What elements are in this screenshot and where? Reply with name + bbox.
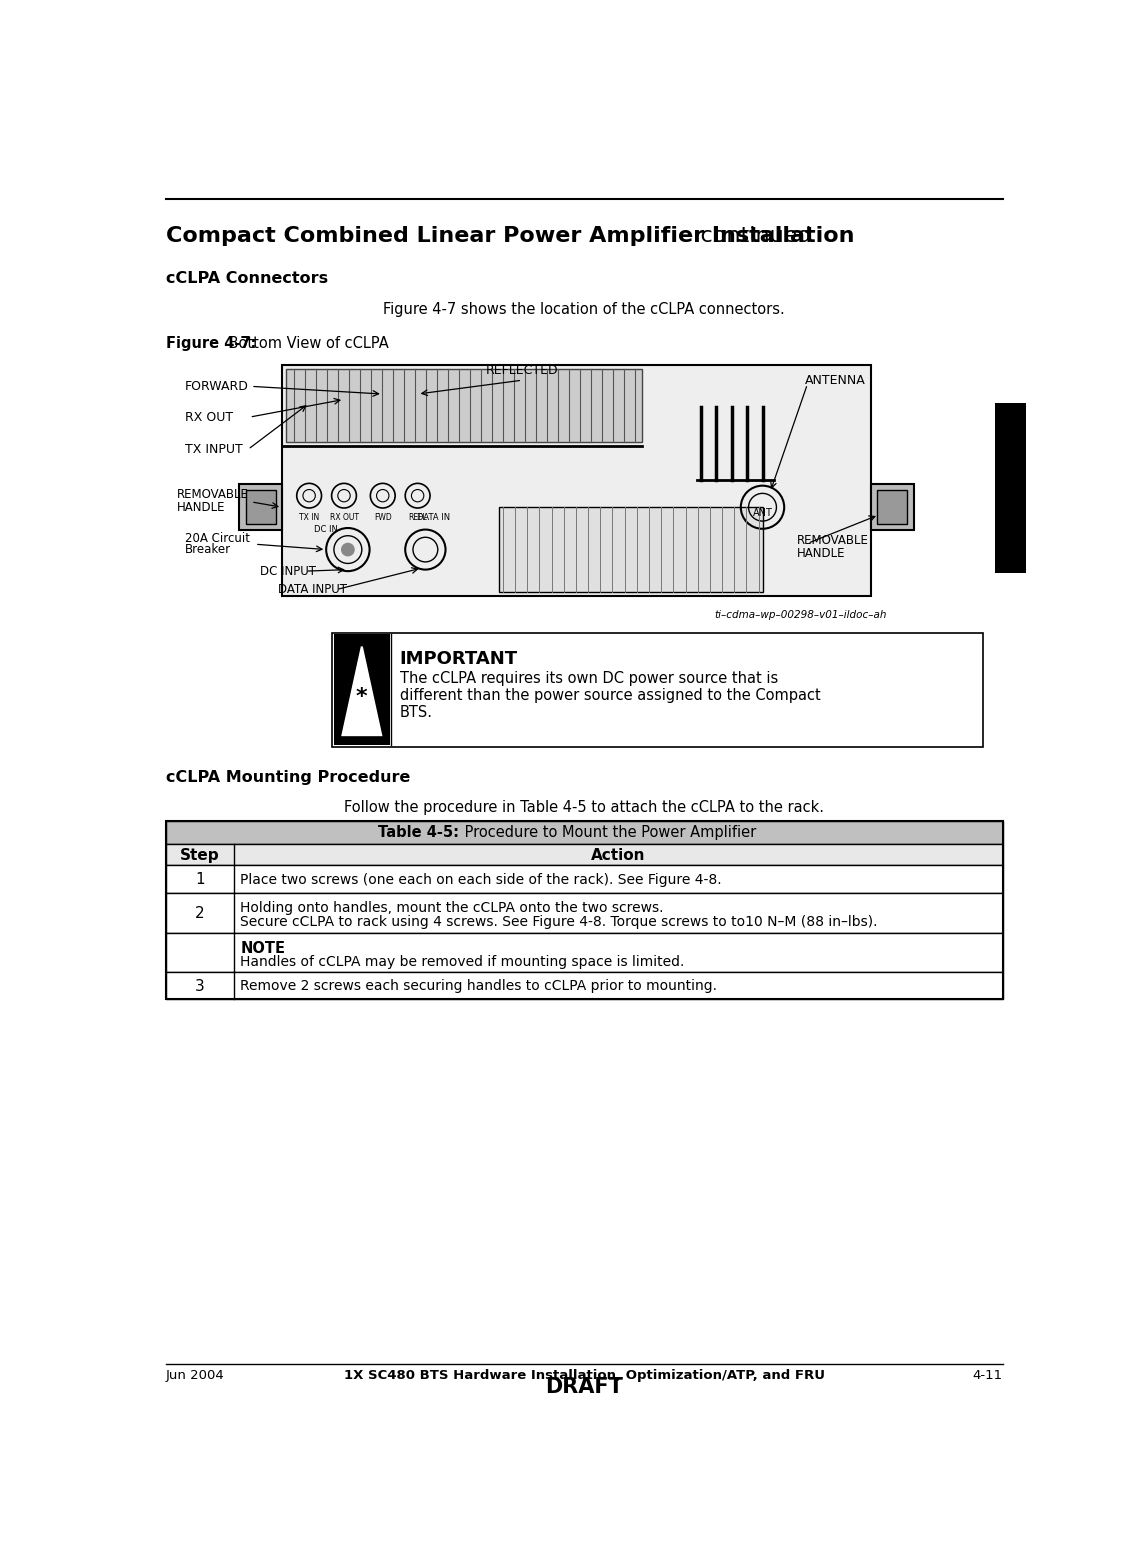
- Text: Remove 2 screws each securing handles to cCLPA prior to mounting.: Remove 2 screws each securing handles to…: [241, 979, 717, 993]
- Text: cCLPA Connectors: cCLPA Connectors: [165, 271, 328, 286]
- Bar: [282, 364, 871, 596]
- Text: Figure 4-7:: Figure 4-7:: [165, 336, 256, 350]
- Polygon shape: [342, 646, 381, 735]
- Text: *: *: [356, 687, 367, 707]
- Bar: [165, 865, 1003, 893]
- Text: Compact Combined Linear Power Amplifier Installation: Compact Combined Linear Power Amplifier …: [165, 227, 854, 246]
- Text: 1: 1: [195, 873, 205, 887]
- Text: Procedure to Mount the Power Amplifier: Procedure to Mount the Power Amplifier: [461, 826, 757, 840]
- Text: REFLECTED: REFLECTED: [486, 364, 559, 377]
- Bar: [165, 821, 1003, 843]
- Text: REMOVABLE: REMOVABLE: [178, 488, 250, 500]
- Text: DC IN: DC IN: [315, 526, 339, 533]
- Text: DC INPUT: DC INPUT: [260, 565, 316, 577]
- Bar: [165, 893, 1003, 934]
- Text: 20A Circuit: 20A Circuit: [185, 532, 250, 544]
- Bar: [165, 971, 1003, 999]
- Text: RX OUT: RX OUT: [329, 513, 358, 522]
- Text: HANDLE: HANDLE: [797, 547, 846, 560]
- Text: 2: 2: [195, 906, 205, 921]
- Text: TX IN: TX IN: [299, 513, 319, 522]
- Text: The cCLPA requires its own DC power source that is: The cCLPA requires its own DC power sour…: [400, 671, 777, 687]
- Text: Secure cCLPA to rack using 4 screws. See Figure 4-8. Torque screws to to10 N–M (: Secure cCLPA to rack using 4 screws. See…: [241, 915, 878, 929]
- Text: IMPORTANT: IMPORTANT: [400, 649, 518, 668]
- Text: FORWARD: FORWARD: [185, 380, 249, 393]
- Text: 1X SC480 BTS Hardware Installation, Optimization/ATP, and FRU: 1X SC480 BTS Hardware Installation, Opti…: [344, 1368, 824, 1381]
- Text: RX OUT: RX OUT: [185, 411, 234, 424]
- Text: cCLPA Mounting Procedure: cCLPA Mounting Procedure: [165, 769, 410, 785]
- Bar: [165, 934, 1003, 971]
- Bar: [334, 635, 390, 744]
- Text: DATA IN: DATA IN: [416, 513, 449, 522]
- Text: TX INPUT: TX INPUT: [185, 443, 243, 457]
- Text: DATA INPUT: DATA INPUT: [278, 583, 347, 596]
- Bar: [245, 490, 276, 524]
- Bar: [871, 485, 913, 530]
- Text: ti–cdma–wp–00298–v01–ildoc–ah: ti–cdma–wp–00298–v01–ildoc–ah: [714, 610, 887, 619]
- Bar: [165, 843, 1003, 865]
- Text: DRAFT: DRAFT: [545, 1378, 624, 1397]
- Bar: [286, 369, 642, 441]
- Text: Holding onto handles, mount the cCLPA onto the two screws.: Holding onto handles, mount the cCLPA on…: [241, 901, 663, 915]
- Bar: [165, 821, 1003, 999]
- Bar: [499, 507, 763, 591]
- Bar: [877, 490, 907, 524]
- Text: 3: 3: [195, 979, 205, 993]
- Text: Table 4-5:: Table 4-5:: [377, 826, 458, 840]
- Bar: [239, 485, 282, 530]
- Text: different than the power source assigned to the Compact: different than the power source assigned…: [400, 688, 821, 704]
- Text: Bottom View of cCLPA: Bottom View of cCLPA: [223, 336, 389, 350]
- Circle shape: [342, 543, 355, 555]
- Text: Jun 2004: Jun 2004: [165, 1368, 225, 1381]
- Text: ANT: ANT: [752, 508, 773, 518]
- Text: Figure 4-7 shows the location of the cCLPA connectors.: Figure 4-7 shows the location of the cCL…: [383, 302, 785, 316]
- Text: FWD: FWD: [374, 513, 392, 522]
- Text: HANDLE: HANDLE: [178, 500, 226, 513]
- Text: ANTENNA: ANTENNA: [805, 374, 866, 386]
- Text: BTS.: BTS.: [400, 705, 433, 719]
- Text: REFL: REFL: [408, 513, 428, 522]
- Text: – continued: – continued: [675, 227, 812, 246]
- Text: Step: Step: [180, 848, 220, 863]
- Text: Follow the procedure in Table 4-5 to attach the cCLPA to the rack.: Follow the procedure in Table 4-5 to att…: [344, 799, 824, 815]
- Bar: [333, 633, 984, 746]
- Text: 4-11: 4-11: [972, 1368, 1003, 1381]
- Text: NOTE: NOTE: [241, 940, 285, 956]
- Text: REMOVABLE: REMOVABLE: [797, 533, 870, 547]
- Text: Handles of cCLPA may be removed if mounting space is limited.: Handles of cCLPA may be removed if mount…: [241, 954, 684, 968]
- Bar: [995, 404, 1026, 572]
- Text: 4: 4: [1001, 449, 1020, 477]
- Text: Action: Action: [592, 848, 645, 863]
- Text: Breaker: Breaker: [185, 543, 231, 557]
- Text: Place two screws (one each on each side of the rack). See Figure 4-8.: Place two screws (one each on each side …: [241, 873, 722, 887]
